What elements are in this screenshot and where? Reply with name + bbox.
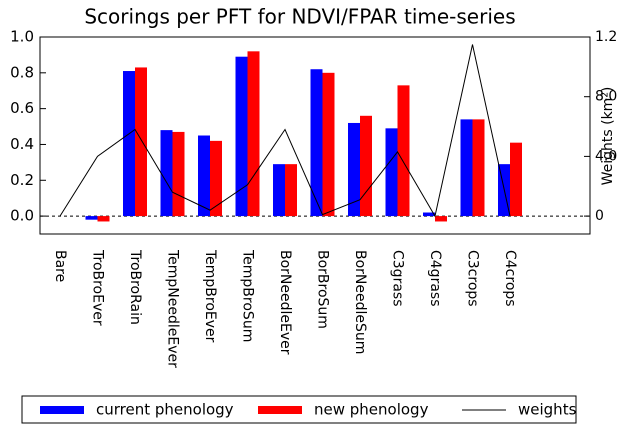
bar	[198, 135, 210, 217]
legend-frame	[21, 395, 577, 424]
legend-label: new phenology	[314, 401, 429, 419]
bar	[247, 51, 260, 217]
y-tick-label: 0.0	[10, 207, 34, 225]
y2-tick-label: 4.0x10⁶	[595, 148, 617, 164]
bar	[310, 69, 323, 217]
y-tick-label: 1.0	[10, 28, 34, 46]
bar	[160, 130, 173, 217]
bar	[348, 122, 360, 217]
x-tick-label: TempBroSum	[240, 249, 256, 342]
bar	[273, 164, 285, 217]
y2-tick-label: 8.0x10⁶	[595, 89, 617, 105]
bar	[172, 131, 185, 217]
legend-label: current phenology	[96, 401, 234, 419]
x-tick-label: TempBroEver	[202, 249, 218, 343]
bar	[235, 56, 248, 217]
x-tick-label: BorBroSum	[315, 250, 331, 329]
bar	[472, 119, 485, 217]
y2-tick-label: 0	[595, 208, 604, 224]
bar	[85, 216, 98, 220]
y-tick-label: 0.8	[10, 63, 34, 81]
bar	[510, 142, 522, 217]
legend-label: weights	[518, 401, 577, 419]
weights-line	[59, 44, 511, 218]
bar	[210, 140, 222, 217]
bar	[322, 72, 335, 217]
x-tick-label: C4crops	[502, 250, 518, 307]
x-tick-label: BorNeedleEver	[277, 250, 293, 355]
y2-tick-label: 1.2x10⁷	[595, 29, 617, 45]
chart-title: Scorings per PFT for NDVI/FPAR time-seri…	[84, 5, 515, 29]
bar	[135, 67, 147, 217]
bar	[97, 216, 110, 222]
y2-axis-label: Weights (km²)	[600, 87, 616, 186]
bar	[360, 115, 372, 217]
x-tick-label: C3crops	[465, 250, 481, 307]
x-tick-label: TroBroEver	[90, 249, 106, 326]
legend-swatch	[258, 406, 302, 414]
y-tick-label: 0.2	[10, 171, 34, 189]
bar	[423, 212, 435, 217]
x-tick-label: TroBroRain	[127, 249, 143, 325]
x-tick-label: C4grass	[427, 250, 443, 307]
legend-swatch	[40, 406, 84, 414]
bar	[123, 71, 135, 217]
x-tick-label: C3grass	[390, 250, 406, 307]
bar	[435, 216, 447, 222]
x-tick-label: Bare	[52, 250, 68, 282]
y-tick-label: 0.4	[10, 135, 34, 153]
bar	[397, 85, 410, 217]
x-tick-label: TempNeedleEver	[165, 249, 181, 368]
y-tick-label: 0.6	[10, 99, 34, 117]
bar	[385, 128, 398, 217]
bar	[460, 119, 473, 217]
plot-frame	[39, 36, 591, 235]
x-tick-label: BorNeedleSum	[352, 250, 368, 354]
bar	[285, 164, 297, 217]
